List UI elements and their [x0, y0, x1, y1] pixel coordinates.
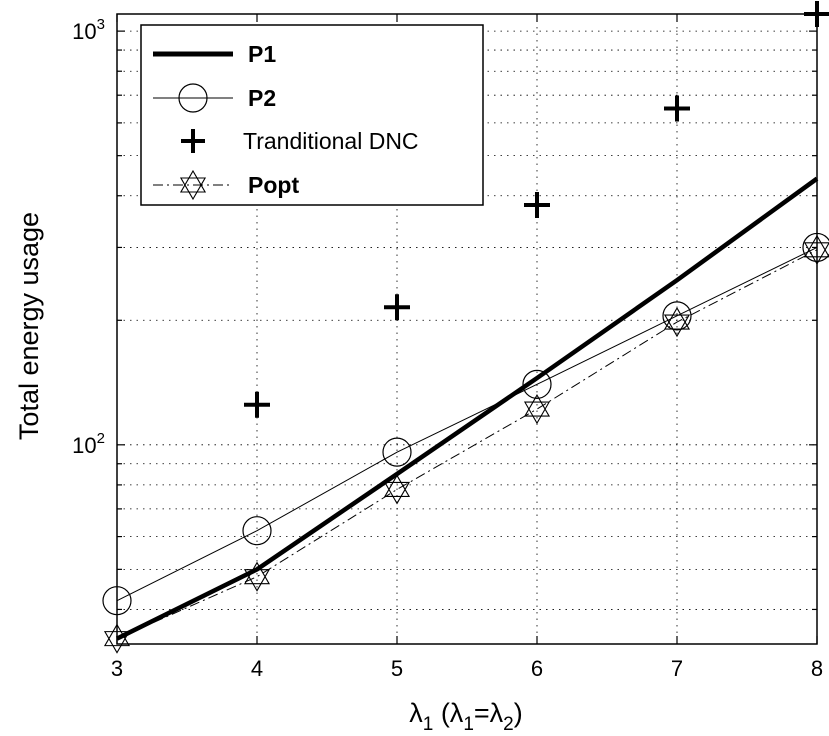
series-dnc-marker — [384, 294, 410, 321]
series-popt-marker — [243, 561, 271, 592]
series-p2-marker — [242, 516, 272, 546]
series-p2-marker — [662, 301, 692, 331]
series-popt-line — [116, 249, 818, 640]
series-popt-marker-up — [663, 306, 691, 330]
series-popt-marker — [523, 393, 551, 425]
series-popt-marker-down — [243, 569, 271, 592]
x-tick-label: 3 — [111, 656, 123, 681]
series-popt-marker — [663, 306, 691, 338]
y-tick-label: 103 — [72, 16, 105, 44]
x-tick-label: 7 — [671, 656, 683, 681]
legend-dnc-marker — [181, 129, 205, 153]
series-popt-marker-up — [383, 474, 411, 498]
x-label-lambda: λ — [409, 698, 423, 728]
series-popt-marker — [383, 474, 411, 505]
series-dnc-marker — [664, 95, 690, 122]
series-popt-marker-up — [103, 623, 131, 647]
series-dnc-marker — [524, 191, 550, 218]
legend: P1 P2 Tranditional DNC Popt — [140, 24, 484, 206]
plot-frame — [116, 13, 818, 645]
legend-popt-marker — [179, 169, 207, 201]
x-label-sub2: 1 — [463, 714, 474, 735]
x-label-equals: =λ — [474, 698, 504, 728]
series-popt-marker-down — [383, 481, 411, 505]
series-popt-marker-down — [523, 401, 551, 425]
x-tick-label: 8 — [811, 656, 823, 681]
x-label-sub3: 2 — [503, 714, 514, 735]
legend-p2-label: P2 — [248, 85, 276, 111]
x-axis-label: λ1 (λ1=λ2) — [409, 698, 523, 735]
series-p1-line — [116, 176, 819, 641]
series-p2-line — [116, 246, 818, 602]
x-tick-label: 6 — [531, 656, 543, 681]
series-dnc-marker — [244, 391, 270, 418]
series-p2-marker — [382, 437, 412, 467]
legend-dnc-label: Tranditional DNC — [243, 128, 419, 154]
legend-popt-label: Popt — [248, 172, 299, 198]
x-label-paren-open: (λ — [433, 698, 463, 728]
legend-p2-marker — [178, 83, 208, 113]
legend-p1-label: P1 — [248, 41, 276, 67]
series-p2-marker — [522, 369, 552, 399]
axis-ticks: 3 4 5 6 7 8 102 103 — [72, 14, 823, 681]
x-tick-label: 4 — [251, 656, 263, 681]
y-axis-label: Total energy usage — [14, 212, 44, 440]
x-label-sub1: 1 — [423, 714, 434, 735]
series-popt-marker-up — [243, 561, 271, 585]
y-tick-label: 102 — [72, 430, 105, 458]
x-tick-label: 5 — [391, 656, 403, 681]
x-label-paren-close: ) — [514, 698, 523, 728]
series-popt-marker-up — [523, 393, 551, 417]
series-popt-marker-down — [663, 314, 691, 338]
